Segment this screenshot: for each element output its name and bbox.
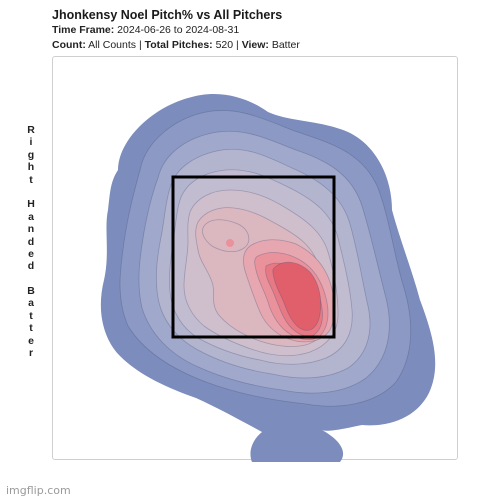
side-label-char: a [28,210,34,223]
side-label-char: e [28,247,34,260]
side-label-char: r [28,347,34,360]
time-frame-label: Time Frame: [52,24,115,36]
total-pitches-value: 520 [215,39,234,51]
filters-line: Count: All Counts | Total Pitches: 520 |… [52,39,300,51]
time-frame-line: Time Frame: 2024-06-26 to 2024-08-31 [52,23,300,38]
side-label-char: a [28,297,34,310]
watermark: imgflip.com [6,484,71,497]
side-label-char: i [29,136,33,149]
side-label-char: e [28,334,34,347]
strike-zone-box [171,175,336,339]
heat-peak-secondary [226,239,234,247]
side-label-char: t [29,322,33,335]
view-value: Batter [271,39,300,51]
side-label-char: d [27,235,35,248]
count-value: All Counts [88,39,137,51]
side-label-char: g [27,148,35,161]
count-label: Count: [52,39,86,51]
chart-header: Jhonkensy Noel Pitch% vs All Pitchers Ti… [52,8,300,53]
side-label-char: B [27,285,35,298]
chart-title: Jhonkensy Noel Pitch% vs All Pitchers [52,8,283,22]
side-label-char: t [29,309,33,322]
side-label-char: t [29,173,33,186]
view-label: View: [241,39,269,51]
side-label-char: d [27,260,35,273]
heat-contour-secondary [202,219,250,252]
total-pitches-label: Total Pitches: [144,39,213,51]
side-label-char: n [27,223,35,236]
side-label-char: H [27,198,35,211]
side-label-char: h [27,161,35,174]
time-frame-value: 2024-06-26 to 2024-08-31 [117,24,240,36]
side-label-char: R [27,124,35,136]
heat-contour-band [272,261,322,331]
